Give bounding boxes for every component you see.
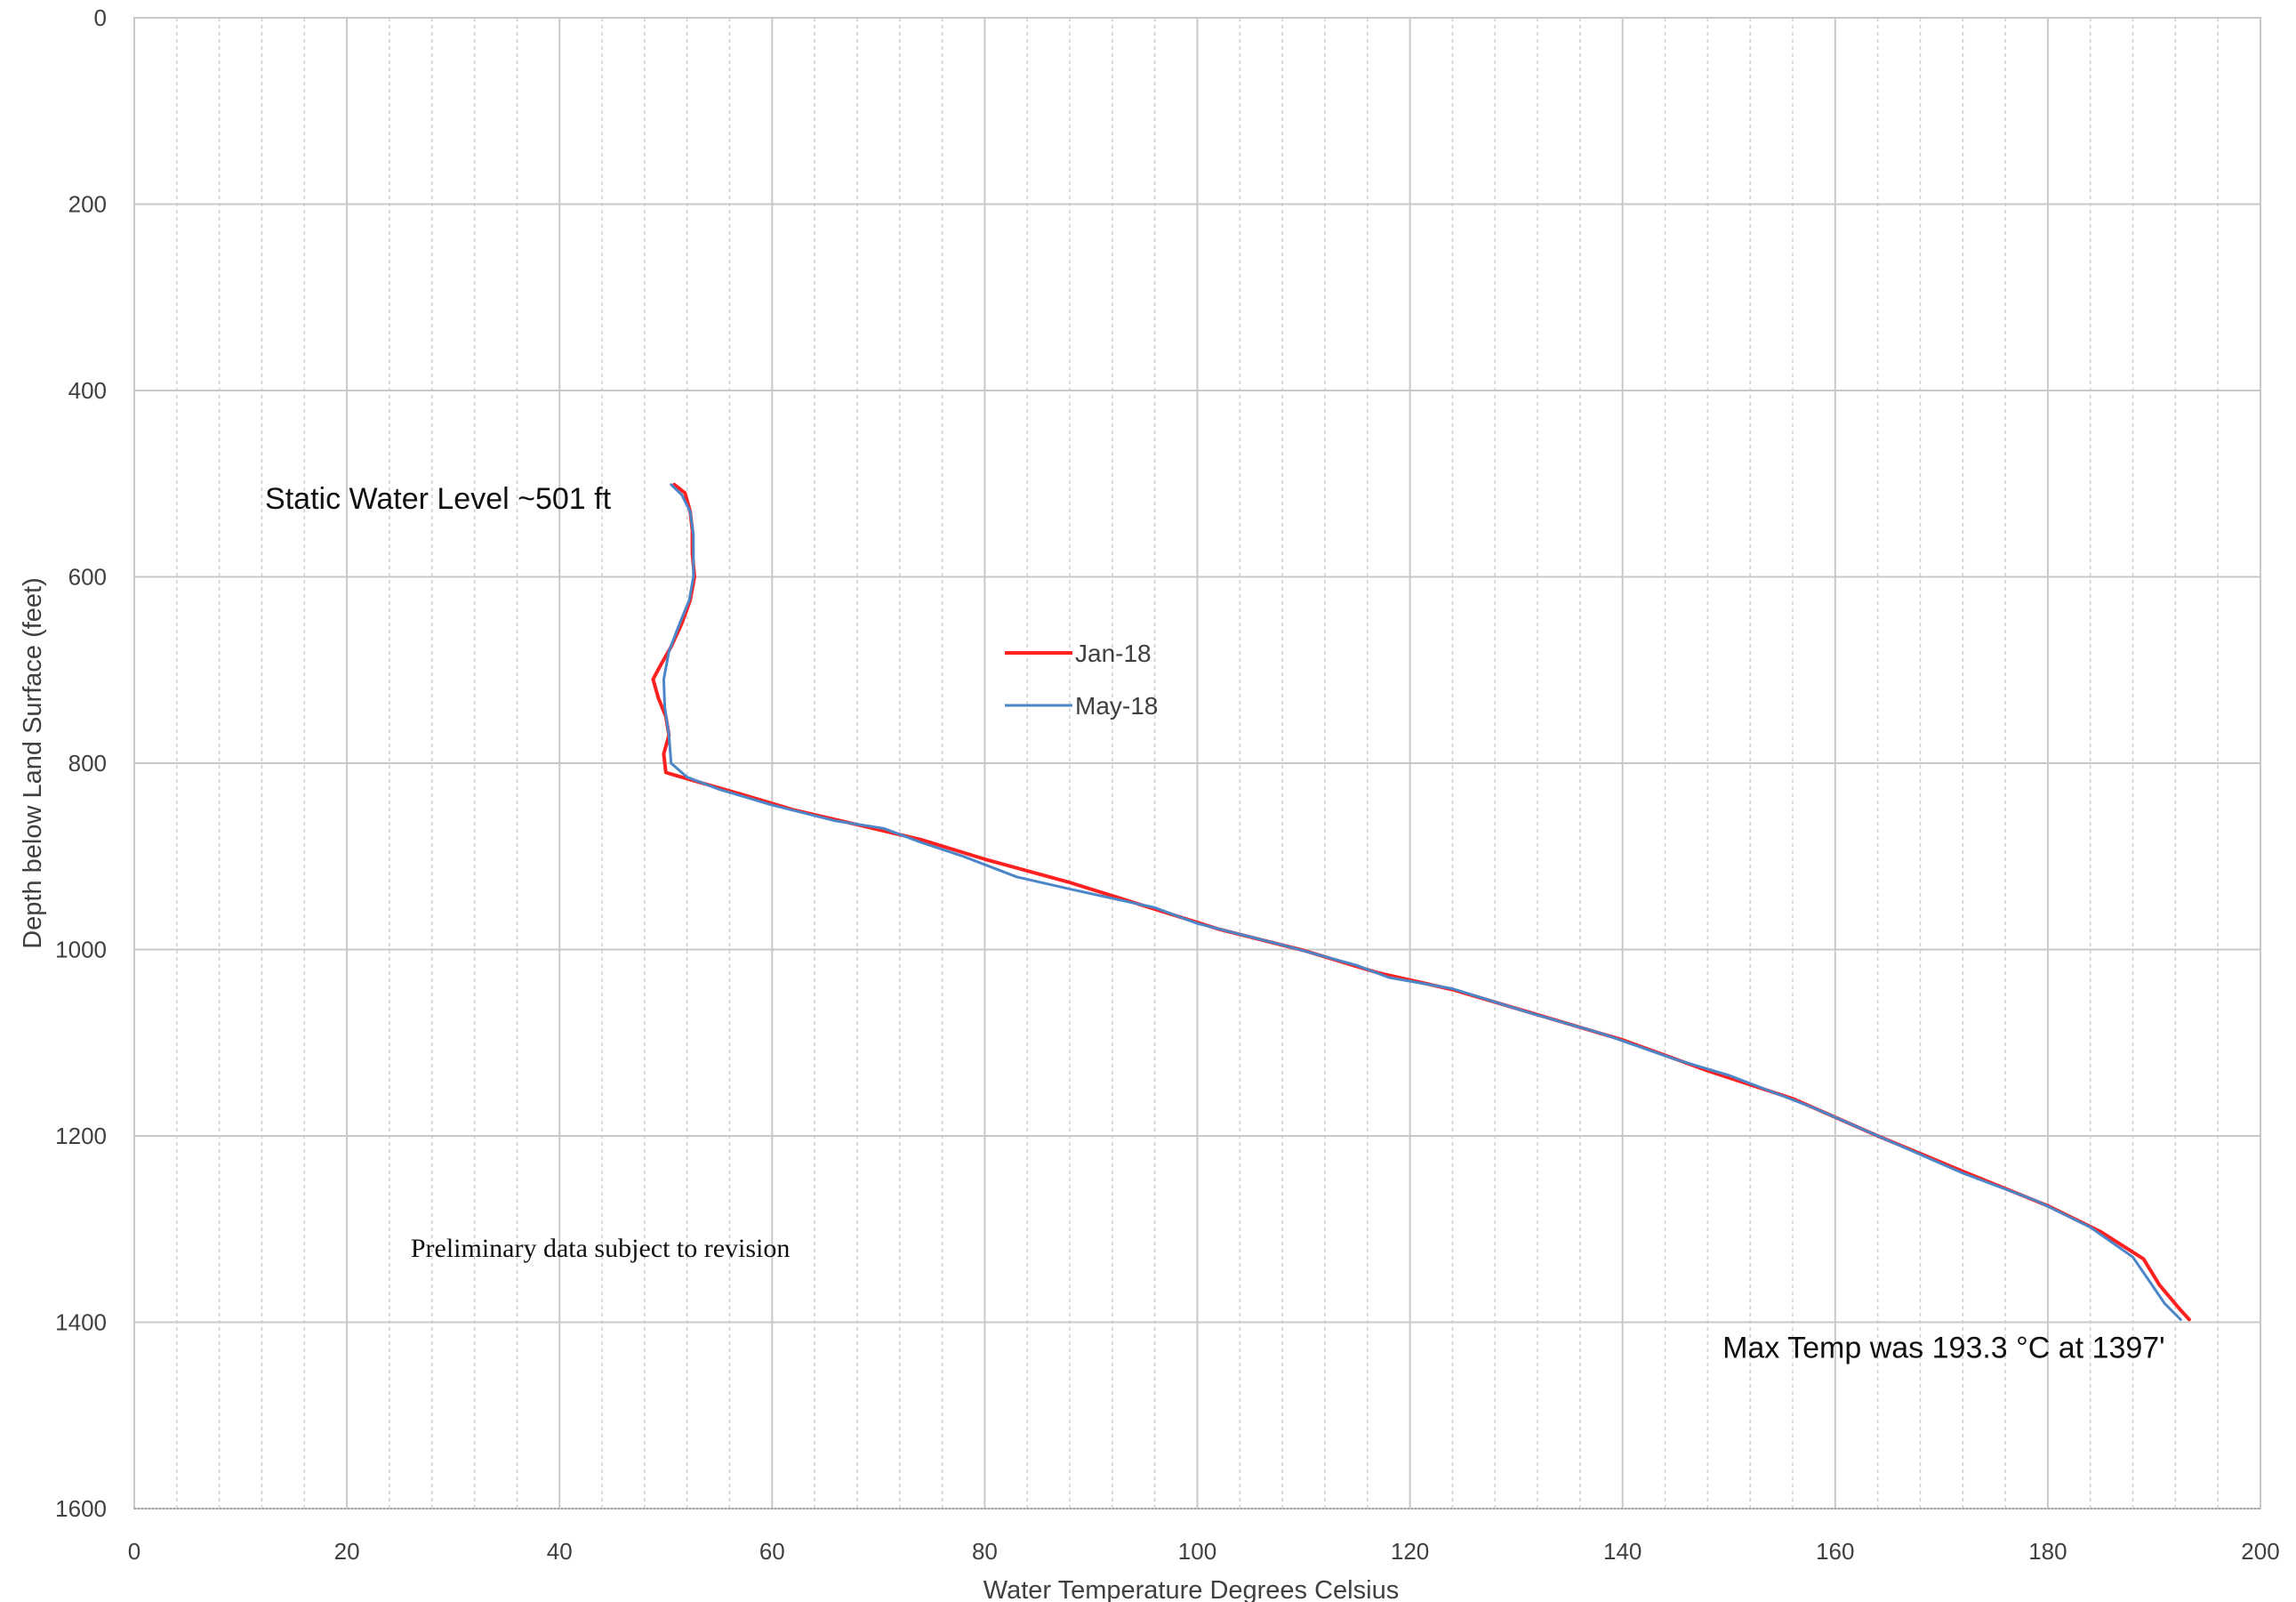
x-tick-label: 20	[334, 1538, 360, 1565]
x-tick-label: 140	[1603, 1538, 1642, 1565]
x-axis-title: Water Temperature Degrees Celsius	[983, 1576, 1399, 1602]
y-tick-label: 400	[68, 377, 107, 404]
y-tick-label: 0	[94, 4, 107, 31]
x-tick-label: 120	[1391, 1538, 1429, 1565]
y-tick-label: 1600	[55, 1495, 107, 1522]
annotation-preliminary-data: Preliminary data subject to revision	[411, 1234, 791, 1263]
y-axis-title: Depth below Land Surface (feet)	[19, 577, 47, 949]
legend-label-may-18: May-18	[1075, 692, 1158, 720]
plot-area-border	[133, 17, 2261, 1509]
y-tick-label: 1200	[55, 1123, 107, 1149]
y-tick-label: 1000	[55, 937, 107, 963]
legend: Jan-18 May-18	[1005, 640, 1158, 720]
x-tick-label: 40	[547, 1538, 573, 1565]
x-tick-label: 60	[759, 1538, 785, 1565]
series-line-may-18	[662, 483, 2182, 1321]
x-tick-label: 0	[128, 1538, 140, 1565]
series-lines	[651, 482, 2191, 1322]
legend-label-jan-18: Jan-18	[1075, 640, 1152, 667]
x-tick-label: 80	[972, 1538, 998, 1565]
x-tick-label: 200	[2241, 1538, 2279, 1565]
y-tick-label: 1400	[55, 1309, 107, 1336]
x-tick-labels: 0 20 40 60 80 100 120 140 160 180 200	[128, 1538, 2280, 1565]
x-tick-label: 160	[1816, 1538, 1854, 1565]
x-tick-label: 100	[1178, 1538, 1216, 1565]
y-tick-label: 200	[68, 191, 107, 218]
annotation-static-water-level: Static Water Level ~501 ft	[265, 482, 612, 516]
y-tick-labels: 0 200 400 600 800 1000 1200 1400 1600	[55, 4, 107, 1522]
x-tick-label: 180	[2028, 1538, 2067, 1565]
y-tick-label: 600	[68, 564, 107, 591]
y-tick-label: 800	[68, 750, 107, 777]
annotation-max-temp: Max Temp was 193.3 °C at 1397'	[1722, 1331, 2165, 1365]
